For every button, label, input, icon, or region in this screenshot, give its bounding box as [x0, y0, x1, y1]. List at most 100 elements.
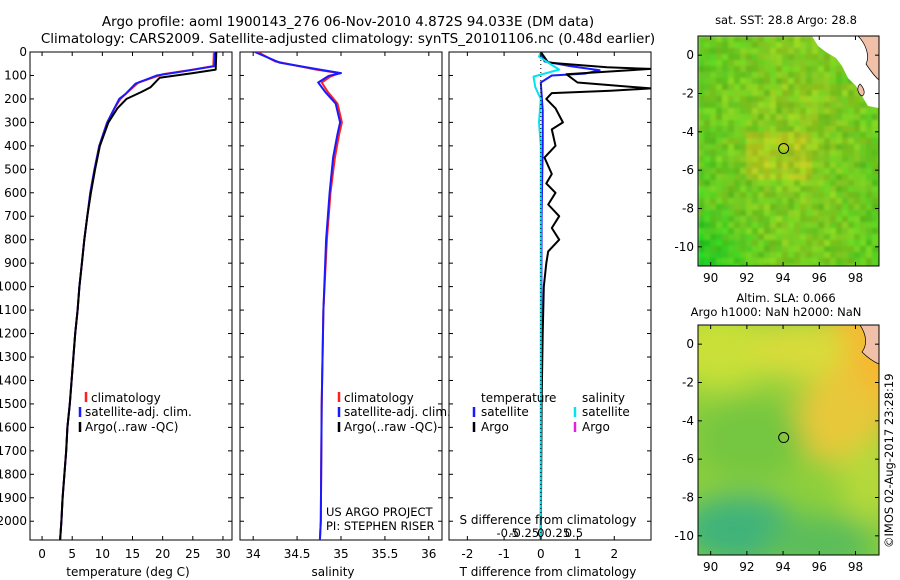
sst-cell	[866, 204, 873, 211]
sst-cell	[764, 108, 771, 115]
sst-cell	[758, 54, 765, 61]
depth-tick-label: 600	[4, 186, 27, 200]
sst-cell	[764, 96, 771, 103]
sst-cell	[698, 222, 705, 229]
sst-cell	[746, 126, 753, 133]
sst-cell	[806, 60, 813, 67]
sst-cell	[710, 204, 717, 211]
sst-cell	[824, 90, 831, 97]
sst-cell	[740, 258, 747, 265]
sst-cell	[698, 234, 705, 241]
sst-cell	[698, 246, 705, 253]
sst-cell	[800, 168, 807, 175]
sst-cell	[854, 258, 861, 265]
sst-cell	[818, 252, 825, 259]
sst-cell	[752, 204, 759, 211]
sst-cell	[776, 72, 783, 79]
sst-cell	[872, 168, 879, 175]
sst-cell	[746, 198, 753, 205]
sst-cell	[728, 150, 735, 157]
sst-cell	[800, 126, 807, 133]
sst-cell	[836, 234, 843, 241]
sst-cell	[740, 84, 747, 91]
sst-cell	[770, 132, 777, 139]
sst-cell	[830, 216, 837, 223]
sst-cell	[800, 258, 807, 265]
sst-cell	[854, 132, 861, 139]
sst-cell	[836, 228, 843, 235]
sla-map-subtitle: Argo h1000: NaN h2000: NaN	[691, 305, 862, 319]
sst-cell	[848, 258, 855, 265]
sst-cell	[740, 252, 747, 259]
sst-cell	[836, 240, 843, 247]
sst-cell	[842, 72, 849, 79]
sumatra-coast	[859, 325, 879, 365]
sst-cell	[848, 174, 855, 181]
sst-cell	[770, 66, 777, 73]
sst-cell	[740, 66, 747, 73]
map-x-tick-label: 98	[848, 560, 863, 574]
sst-cell	[740, 180, 747, 187]
sst-cell	[860, 120, 867, 127]
sst-cell	[788, 204, 795, 211]
sst-cell	[752, 78, 759, 85]
sst-cell	[764, 210, 771, 217]
sst-cell	[728, 228, 735, 235]
sst-cell	[716, 60, 723, 67]
sst-cell	[812, 156, 819, 163]
sst-cell	[728, 210, 735, 217]
sst-cell	[782, 210, 789, 217]
sst-cell	[836, 222, 843, 229]
sst-cell	[716, 54, 723, 61]
sst-cell	[788, 234, 795, 241]
sst-cell	[758, 198, 765, 205]
sst-cell	[854, 180, 861, 187]
sst-cell	[734, 78, 741, 85]
sst-cell	[734, 264, 741, 266]
s-diff-tick-label: -0.25	[509, 526, 539, 540]
sst-cell	[776, 210, 783, 217]
x-tick-label: 10	[95, 547, 110, 561]
temperature-x-axis: 0 5 10 15 20 25 30	[38, 52, 231, 561]
sst-cell	[812, 48, 819, 55]
sst-cell	[764, 48, 771, 55]
legend-temperature-heading: temperature	[481, 391, 556, 405]
sst-cell	[716, 102, 723, 109]
sst-cell	[812, 264, 819, 266]
sst-cell	[794, 240, 801, 247]
sst-cell	[734, 60, 741, 67]
sst-cell	[842, 84, 849, 91]
sst-cell	[740, 246, 747, 253]
sst-cell	[698, 210, 705, 217]
sst-cell	[722, 60, 729, 67]
sst-cell	[818, 210, 825, 217]
sst-cell	[824, 156, 831, 163]
sst-cell	[722, 102, 729, 109]
sst-cell	[752, 102, 759, 109]
difference-xlabel: T difference from climatology	[459, 565, 637, 579]
sst-cell	[842, 240, 849, 247]
sst-cell	[734, 72, 741, 79]
sst-cell	[872, 114, 879, 121]
sst-cell	[710, 150, 717, 157]
sst-cell	[698, 186, 705, 193]
sst-cell	[836, 72, 843, 79]
sst-cell	[752, 258, 759, 265]
sst-cell	[770, 36, 777, 43]
sst-cell	[848, 240, 855, 247]
sla-map-image	[698, 325, 879, 555]
sst-cell	[752, 246, 759, 253]
sst-cell	[758, 114, 765, 121]
sst-cell	[788, 108, 795, 115]
temperature-plot-frame	[29, 51, 233, 541]
sst-cell	[752, 60, 759, 67]
sst-cell	[824, 114, 831, 121]
sst-cell	[806, 84, 813, 91]
sst-cell	[746, 108, 753, 115]
sst-cell	[782, 192, 789, 199]
sst-cell	[860, 132, 867, 139]
sst-cell	[806, 96, 813, 103]
sst-cell	[854, 90, 861, 97]
sst-cell	[806, 240, 813, 247]
sst-cell	[830, 222, 837, 229]
